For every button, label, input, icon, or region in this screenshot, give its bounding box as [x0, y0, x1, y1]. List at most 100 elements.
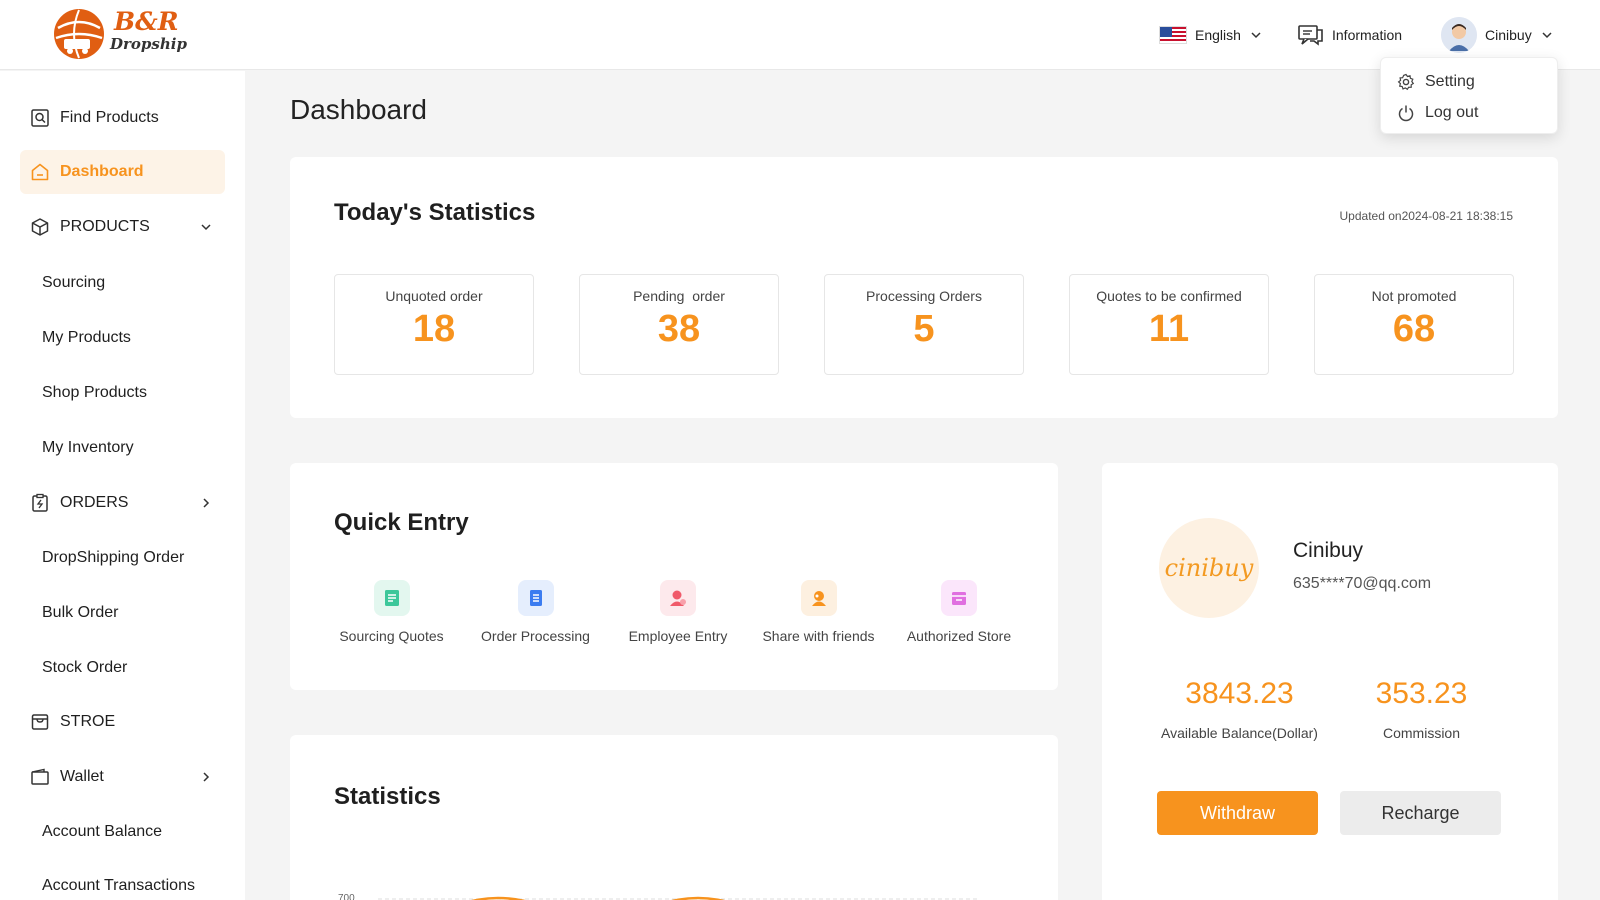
company-logo: cinibuy: [1159, 518, 1259, 618]
information-button[interactable]: Information: [1298, 20, 1402, 50]
page-title: Dashboard: [290, 94, 427, 125]
sidebar-item-label: DropShipping Order: [42, 549, 185, 566]
available-balance: 3843.23 Available Balance(Dollar): [1159, 677, 1320, 741]
updated-timestamp: Updated on2024-08-21 18:38:15: [1339, 209, 1513, 223]
chevron-down-icon: [1251, 32, 1261, 39]
us-flag-icon: [1159, 26, 1187, 44]
stat-value: 11: [1148, 308, 1190, 350]
sidebar-item-find-products[interactable]: Find Products: [20, 96, 225, 140]
sidebar-item-wallet[interactable]: Wallet: [20, 755, 225, 799]
share-icon: [800, 580, 837, 616]
quick-entry-authorized-store[interactable]: Authorized Store: [899, 580, 1019, 644]
store-icon: [31, 714, 49, 730]
user-dropdown-menu: Setting Log out: [1380, 57, 1558, 134]
sidebar-item-my-inventory[interactable]: My Inventory: [20, 426, 225, 470]
sidebar-item-account-transactions[interactable]: Account Transactions: [20, 864, 225, 900]
commission: 353.23 Commission: [1341, 677, 1502, 741]
quick-entry-label: Share with friends: [762, 628, 875, 644]
stat-value: 68: [1392, 308, 1436, 350]
card-title: Statistics: [334, 783, 441, 810]
stat-label: Quotes to be confirmed: [1096, 288, 1242, 304]
sidebar-item-label: Shop Products: [42, 384, 147, 401]
user-menu-toggle[interactable]: Cinibuy: [1441, 16, 1554, 54]
card-title: Today's Statistics: [334, 199, 536, 226]
brand-line1: B&R: [114, 7, 179, 36]
sidebar-item-label: PRODUCTS: [60, 218, 150, 235]
store-auth-icon: [941, 580, 977, 616]
card-title: Quick Entry: [334, 509, 469, 536]
stat-label: Unquoted order: [385, 288, 483, 304]
statistics-chart-preview: [378, 896, 978, 900]
stat-value: 18: [412, 308, 456, 350]
sidebar-item-label: Account Transactions: [42, 877, 195, 894]
setting-label: Setting: [1425, 72, 1475, 90]
stat-quotes-to-confirm[interactable]: Quotes to be confirmed 11: [1069, 274, 1269, 375]
sidebar-item-label: My Inventory: [42, 439, 134, 456]
quick-entry-sourcing-quotes[interactable]: Sourcing Quotes: [334, 580, 449, 644]
statistics-card: Statistics 700: [290, 735, 1058, 900]
y-axis-tick: 700: [338, 893, 355, 900]
balance-label: Available Balance(Dollar): [1161, 725, 1318, 741]
gear-icon: [1397, 73, 1415, 90]
sidebar-item-account-balance[interactable]: Account Balance: [20, 810, 225, 854]
employee-icon: [660, 580, 696, 616]
quick-entry-card: Quick Entry Sourcing Quotes Order Proces…: [290, 463, 1058, 690]
chevron-right-icon: [203, 498, 210, 508]
top-header: B&R Dropship English Informati: [0, 0, 1600, 70]
recharge-button[interactable]: Recharge: [1340, 791, 1501, 835]
sidebar-item-label: Bulk Order: [42, 604, 119, 621]
sidebar-item-my-products[interactable]: My Products: [20, 316, 225, 360]
stat-label: Processing Orders: [866, 288, 982, 304]
todays-statistics-card: Today's Statistics Updated on2024-08-21 …: [290, 157, 1558, 418]
sidebar-item-store[interactable]: STROE: [20, 700, 225, 744]
sidebar-item-label: Wallet: [60, 768, 104, 785]
language-label: English: [1195, 27, 1241, 43]
quick-entry-order-processing[interactable]: Order Processing: [473, 580, 598, 644]
sidebar-item-orders[interactable]: ORDERS: [20, 481, 225, 525]
setting-menu-item[interactable]: Setting: [1397, 66, 1541, 97]
quick-entry-label: Sourcing Quotes: [339, 628, 444, 644]
stat-not-promoted[interactable]: Not promoted 68: [1314, 274, 1514, 375]
account-card: cinibuy Cinibuy 635****70@qq.com 3843.23…: [1102, 463, 1558, 900]
logout-menu-item[interactable]: Log out: [1397, 97, 1541, 128]
sidebar-item-products[interactable]: PRODUCTS: [20, 205, 225, 249]
stat-pending-order[interactable]: Pending order 38: [579, 274, 779, 375]
sidebar-item-stock-order[interactable]: Stock Order: [20, 646, 225, 690]
stat-unquoted-order[interactable]: Unquoted order 18: [334, 274, 534, 375]
sidebar-item-sourcing[interactable]: Sourcing: [20, 261, 225, 305]
quick-entry-label: Authorized Store: [906, 628, 1012, 644]
sidebar-item-bulk-order[interactable]: Bulk Order: [20, 591, 225, 635]
quick-entry-share-with-friends[interactable]: Share with friends: [756, 580, 881, 644]
sidebar-item-label: ORDERS: [60, 494, 129, 511]
stat-value: 38: [657, 308, 701, 350]
power-icon: [1398, 105, 1414, 121]
withdraw-button[interactable]: Withdraw: [1157, 791, 1318, 835]
stat-label: Pending order: [633, 288, 725, 304]
quick-entry-employee-entry[interactable]: Employee Entry: [618, 580, 738, 644]
stat-processing-orders[interactable]: Processing Orders 5: [824, 274, 1024, 375]
stat-value: 5: [913, 308, 935, 350]
language-selector[interactable]: English: [1159, 20, 1263, 50]
account-name: Cinibuy: [1293, 539, 1364, 562]
account-email: 635****70@qq.com: [1293, 575, 1432, 592]
logout-label: Log out: [1425, 103, 1479, 121]
commission-label: Commission: [1382, 725, 1460, 741]
order-processing-icon: [517, 580, 554, 616]
quick-entry-label: Employee Entry: [628, 628, 728, 644]
sidebar-item-dropshipping-order[interactable]: DropShipping Order: [20, 536, 225, 580]
wallet-icon: [31, 768, 49, 785]
order-icon: [32, 493, 48, 512]
globe-truck-icon: [54, 9, 104, 59]
box-icon: [31, 218, 49, 236]
sidebar-item-label: My Products: [42, 329, 131, 346]
sidebar-item-shop-products[interactable]: Shop Products: [20, 371, 225, 415]
stat-label: Not promoted: [1371, 288, 1457, 304]
quick-entry-label: Order Processing: [481, 628, 590, 644]
chat-icon: [1298, 25, 1323, 46]
commission-value: 353.23: [1375, 677, 1468, 710]
sidebar-item-dashboard[interactable]: Dashboard: [20, 150, 225, 194]
sidebar-item-label: STROE: [60, 713, 116, 730]
sidebar-item-label: Account Balance: [42, 823, 163, 840]
brand-logo[interactable]: B&R Dropship: [52, 6, 202, 62]
chevron-down-icon: [201, 224, 211, 231]
